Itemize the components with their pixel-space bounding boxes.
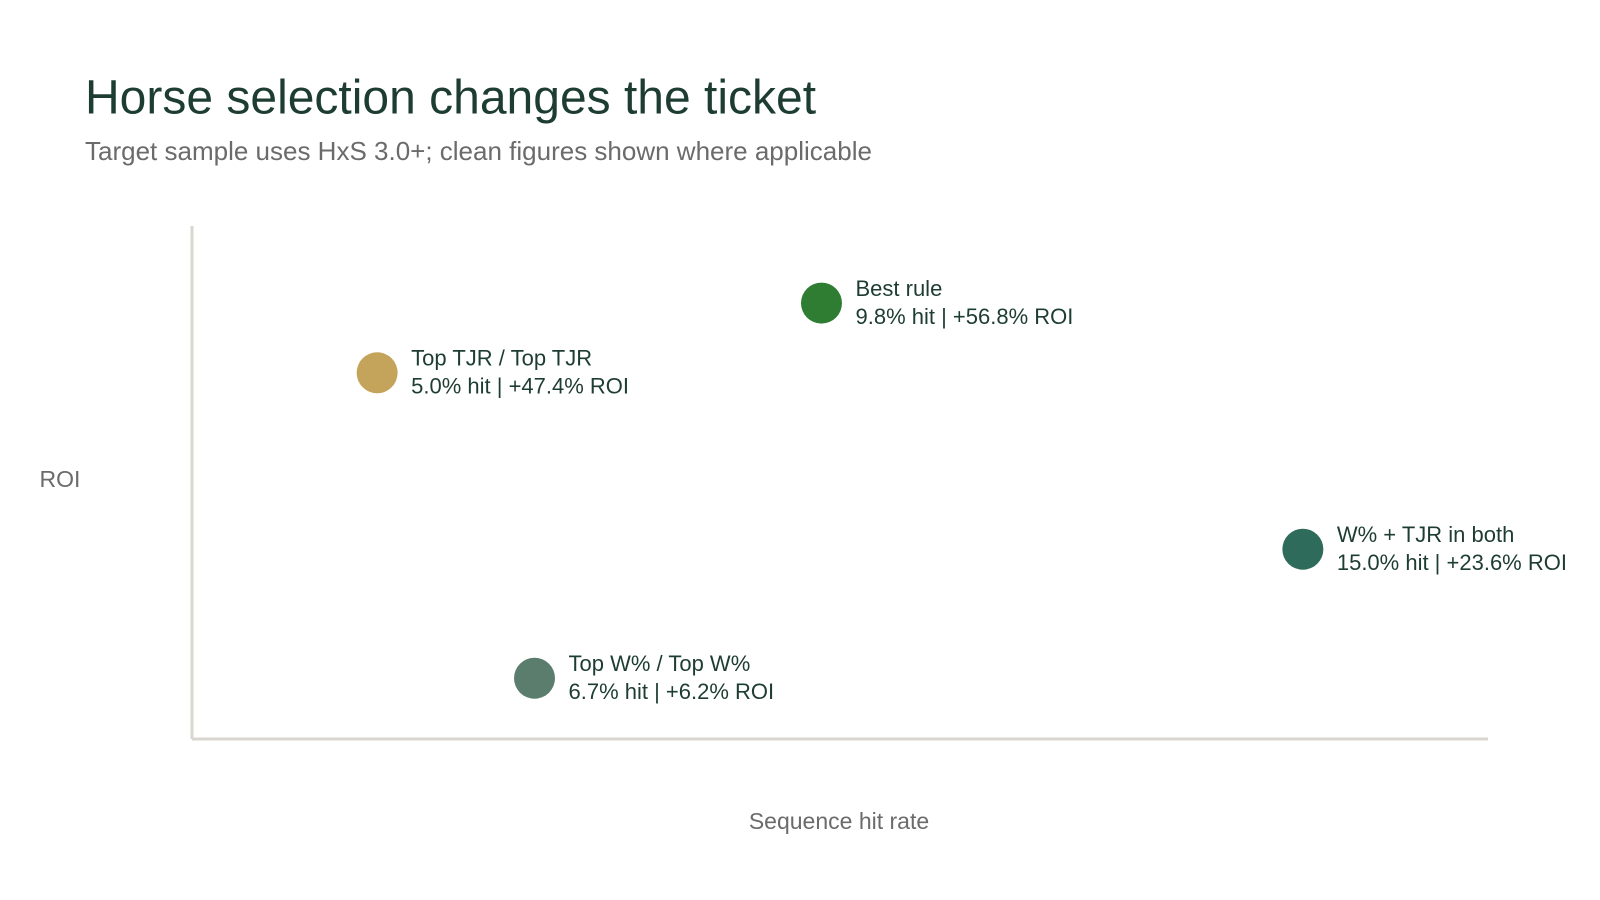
value-label: 15.0% hit | +23.6% ROI (1337, 550, 1567, 575)
chart-subtitle: Target sample uses HxS 3.0+; clean figur… (85, 136, 872, 166)
x-axis-label: Sequence hit rate (749, 808, 929, 834)
point-name: Top TJR / Top TJR (411, 346, 592, 371)
point-name: W% + TJR in both (1337, 522, 1515, 547)
point (514, 657, 556, 699)
y-axis-label: ROI (40, 466, 81, 492)
value-label: 9.8% hit | +56.8% ROI (855, 304, 1073, 329)
value-label: 6.7% hit | +6.2% ROI (569, 679, 775, 704)
point-name: Best rule (855, 276, 942, 301)
point (1282, 528, 1324, 570)
point-name: Top W% / Top W% (569, 651, 751, 676)
chart-title: Horse selection changes the ticket (85, 72, 816, 125)
value-label: 5.0% hit | +47.4% ROI (411, 374, 629, 399)
point (800, 282, 842, 324)
point (356, 352, 398, 394)
